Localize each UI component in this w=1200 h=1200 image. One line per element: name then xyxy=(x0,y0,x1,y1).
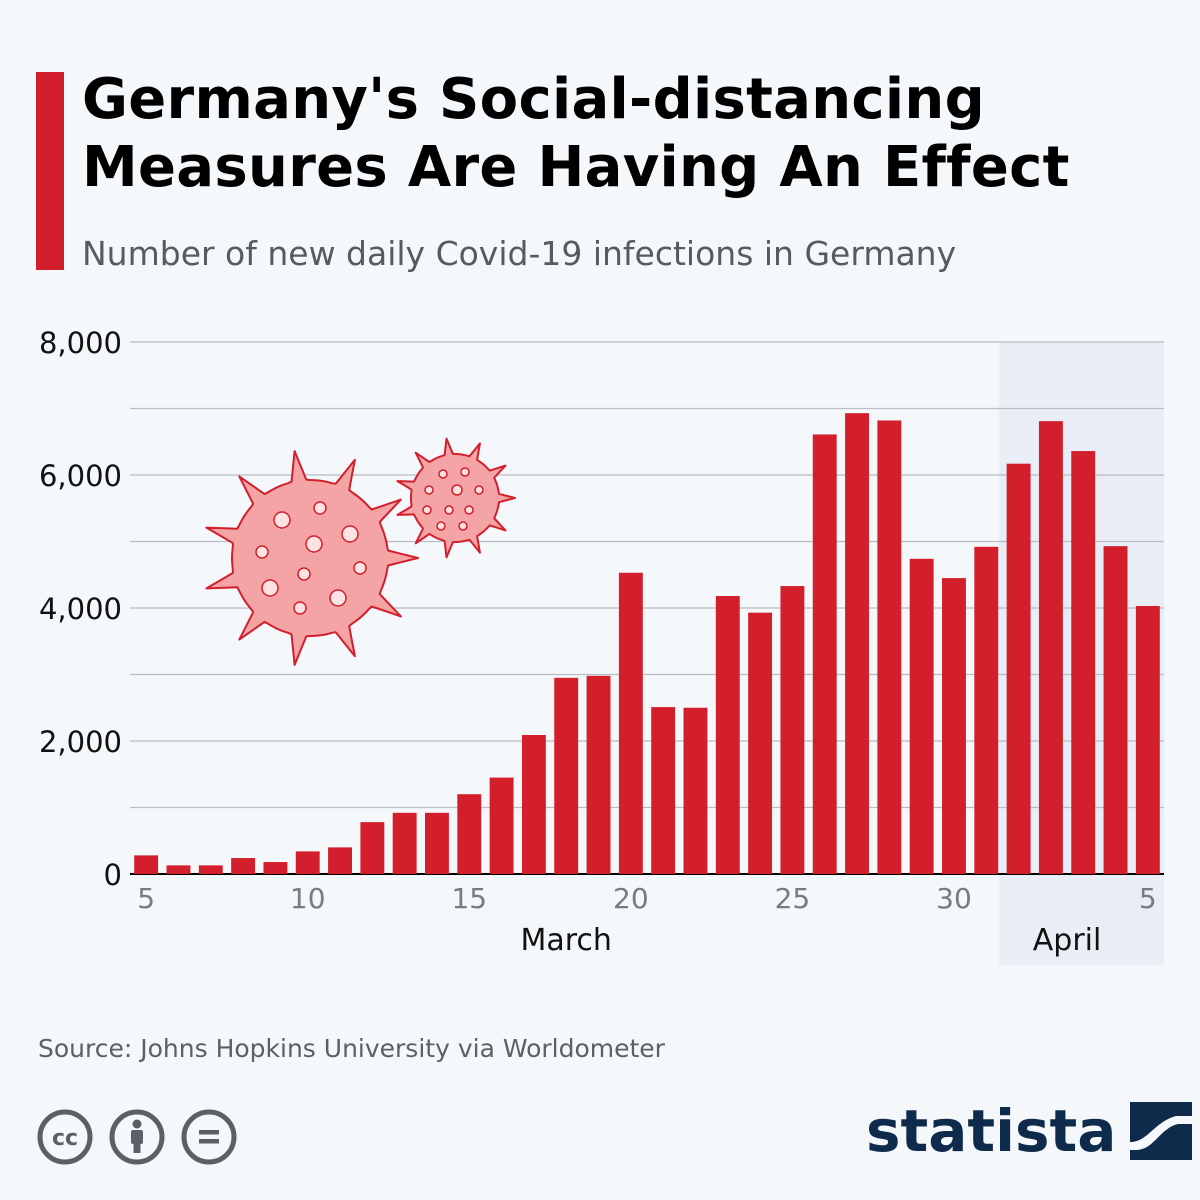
bar-mar-14 xyxy=(425,812,449,874)
source-note: Source: Johns Hopkins University via Wor… xyxy=(38,1034,665,1063)
bar-mar-27 xyxy=(845,413,869,874)
month-label: March xyxy=(520,923,611,958)
y-tick-label: 4,000 xyxy=(39,592,122,626)
x-tick-label: 15 xyxy=(451,882,487,915)
month-label: April xyxy=(1033,923,1102,958)
bar-mar-24 xyxy=(748,612,773,874)
x-tick-label: 10 xyxy=(290,882,326,915)
bar-mar-11 xyxy=(328,847,352,874)
bar-mar-5 xyxy=(134,855,159,874)
bar-apr-5 xyxy=(1135,606,1160,874)
bar-mar-13 xyxy=(392,812,417,874)
x-tick-label: 30 xyxy=(936,882,972,915)
svg-text:cc: cc xyxy=(52,1126,78,1151)
bar-mar-17 xyxy=(521,735,546,874)
y-tick-label: 8,000 xyxy=(39,326,122,360)
x-tick-label: 20 xyxy=(613,882,649,915)
title-accent-bar xyxy=(36,72,64,270)
y-tick-label: 0 xyxy=(104,858,122,892)
page-title: Germany's Social-distancing Measures Are… xyxy=(82,67,1070,201)
bar-mar-30 xyxy=(942,578,966,874)
bar-mar-19 xyxy=(586,675,611,874)
page-subtitle: Number of new daily Covid-19 infections … xyxy=(82,234,957,273)
bar-chart: 0 2,000 4,000 6,000 8,000 5 10 15 20 25 30 5 March Ap… xyxy=(39,326,1164,965)
x-tick-label: 25 xyxy=(775,882,811,915)
bar-apr-1 xyxy=(1006,463,1031,874)
bar-mar-8 xyxy=(231,858,256,874)
no-derivatives-icon xyxy=(181,1109,237,1165)
bar-mar-21 xyxy=(651,707,676,874)
bar-apr-2 xyxy=(1038,421,1063,874)
virus-illustration xyxy=(205,437,516,666)
brand-name: statista xyxy=(866,1097,1117,1165)
bar-mar-15 xyxy=(457,794,482,874)
bar-mar-31 xyxy=(974,546,999,874)
bar-mar-7 xyxy=(198,865,223,874)
bar-mar-20 xyxy=(618,572,643,874)
bar-mar-23 xyxy=(715,596,740,874)
bar-mar-16 xyxy=(489,777,514,874)
bar-mar-29 xyxy=(909,558,934,874)
y-tick-label: 6,000 xyxy=(39,459,122,493)
bar-mar-26 xyxy=(812,434,837,874)
bar-mar-12 xyxy=(360,822,385,874)
bar-mar-6 xyxy=(166,865,191,874)
bar-mar-25 xyxy=(780,586,805,874)
x-tick-label: 5 xyxy=(1139,882,1157,915)
cc-icon: cc xyxy=(37,1109,93,1165)
attribution-icon xyxy=(109,1109,165,1165)
bar-mar-22 xyxy=(683,707,708,874)
bar-mar-18 xyxy=(554,677,579,874)
bar-mar-9 xyxy=(263,862,288,874)
y-tick-label: 2,000 xyxy=(39,725,122,759)
brand-logo: statista xyxy=(866,1097,1193,1165)
statista-mark-icon xyxy=(1130,1102,1193,1160)
bar-mar-10 xyxy=(295,851,320,874)
virus-small-icon xyxy=(396,437,516,559)
x-tick-label: 5 xyxy=(137,882,155,915)
bar-apr-3 xyxy=(1071,451,1096,874)
bar-mar-28 xyxy=(877,420,902,874)
virus-large-icon xyxy=(205,450,419,666)
bar-apr-4 xyxy=(1103,546,1128,874)
